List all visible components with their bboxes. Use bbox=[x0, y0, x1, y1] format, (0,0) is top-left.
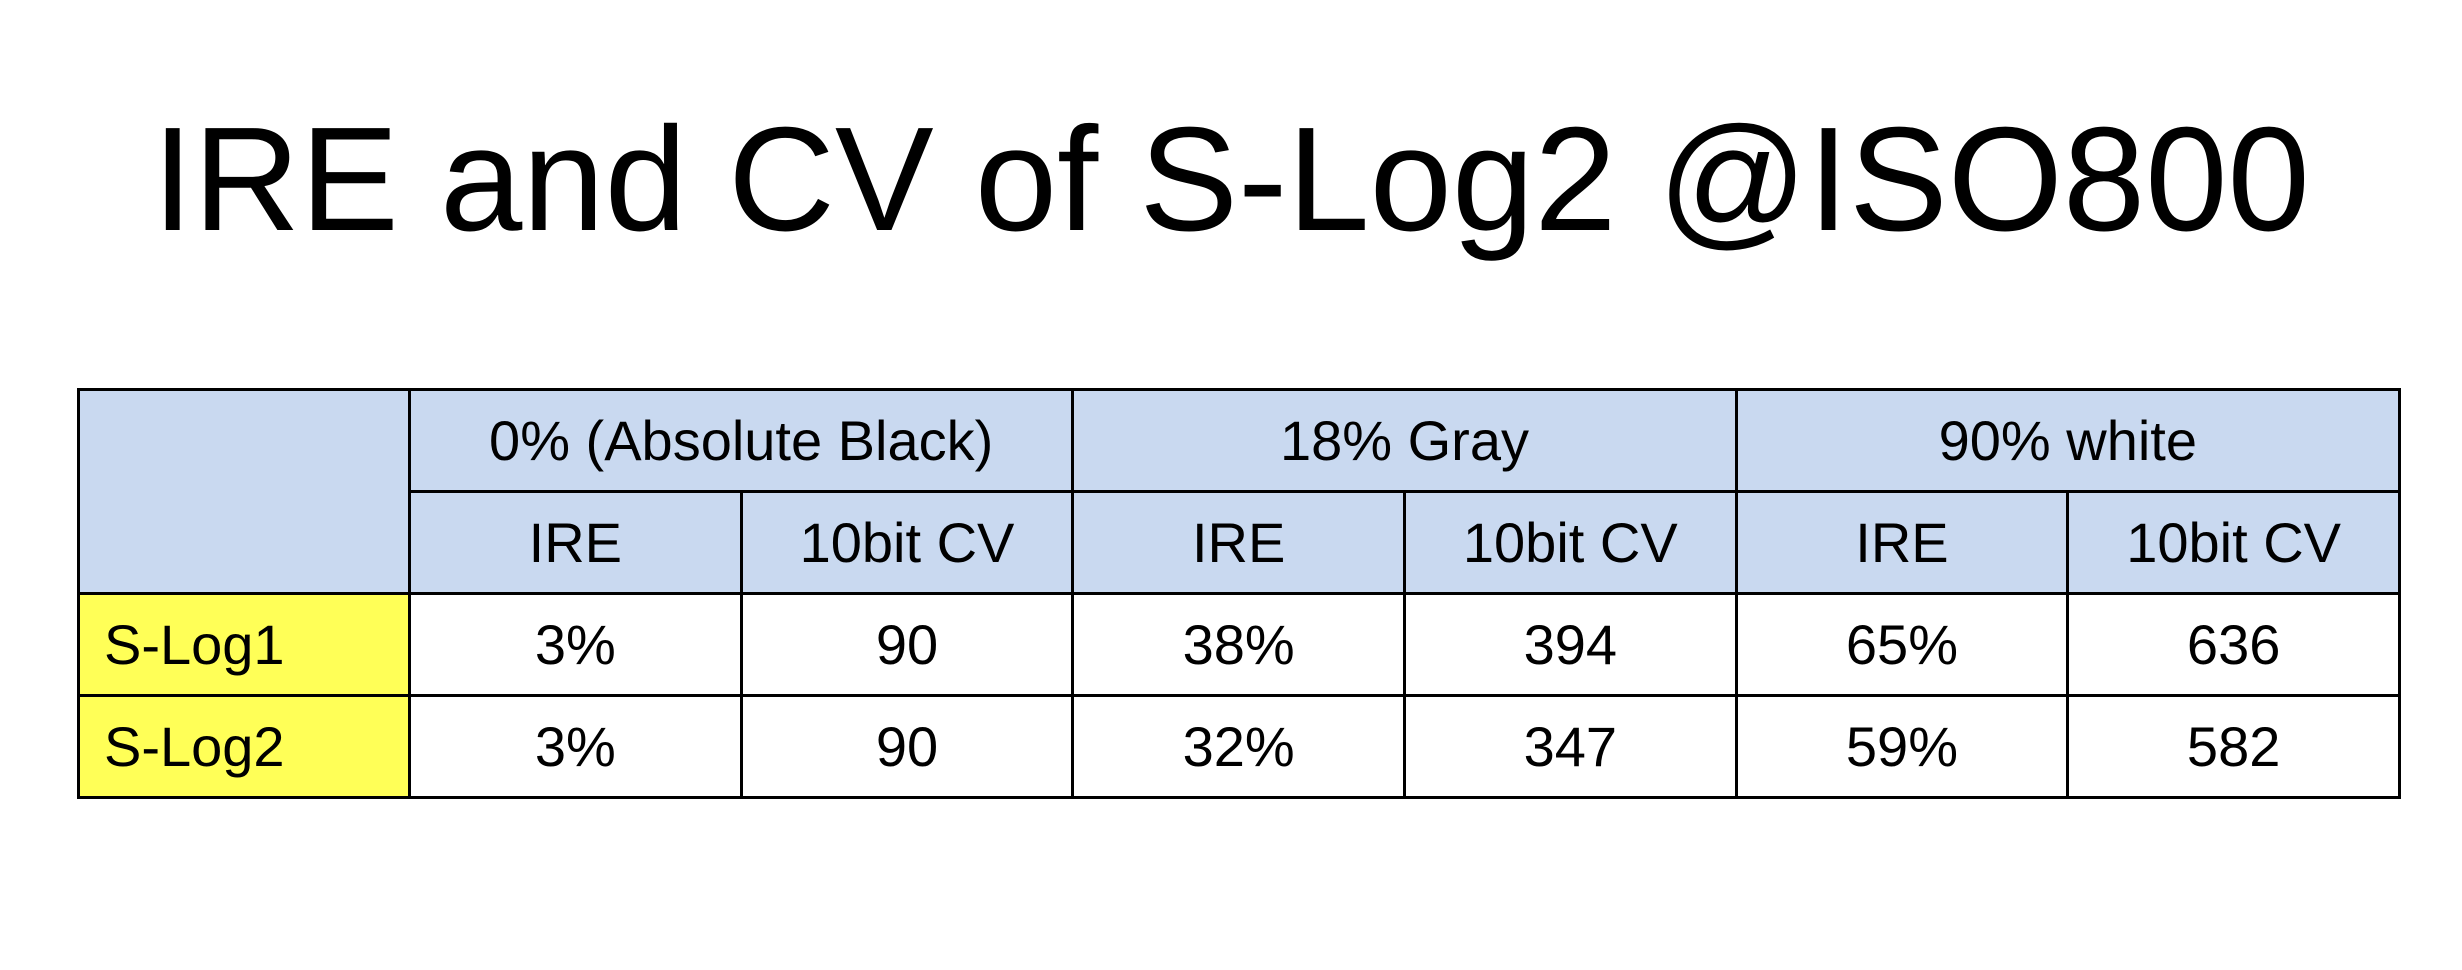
group-header: 0% (Absolute Black) bbox=[407, 388, 1075, 493]
cell: 3% bbox=[408, 592, 743, 697]
sub-header: 10bit CV bbox=[739, 490, 1075, 595]
cell: 90 bbox=[739, 694, 1075, 799]
group-header: 18% Gray bbox=[1071, 388, 1738, 493]
sub-header-row: IRE 10bit CV IRE 10bit CV IRE 10bit CV bbox=[79, 490, 2401, 595]
row-label: S-Log2 bbox=[77, 694, 411, 799]
corner-cell bbox=[77, 388, 411, 595]
cell: 32% bbox=[1071, 694, 1406, 799]
group-header-row: 0% (Absolute Black) 18% Gray 90% white bbox=[77, 388, 2402, 595]
cell: 59% bbox=[1734, 694, 2070, 799]
data-row: S-Log2 3% 90 32% 347 59% 582 bbox=[77, 694, 2401, 799]
sub-header: IRE bbox=[1071, 490, 1406, 595]
group-header: 90% white bbox=[1734, 388, 2402, 493]
cell: 90 bbox=[739, 592, 1075, 697]
cell: 65% bbox=[1734, 592, 2070, 697]
cell: 347 bbox=[1402, 694, 1738, 799]
slide-title: IRE and CV of S-Log2 @ISO800 bbox=[152, 97, 2310, 262]
sub-header: 10bit CV bbox=[2066, 490, 2401, 595]
cell: 394 bbox=[1402, 592, 1738, 697]
sub-header: IRE bbox=[1734, 490, 2070, 595]
cell: 3% bbox=[408, 694, 743, 799]
data-row: S-Log1 3% 90 38% 394 65% 636 bbox=[77, 592, 2401, 697]
cell: 582 bbox=[2066, 694, 2401, 799]
sub-header: 10bit CV bbox=[1402, 490, 1738, 595]
cell: 636 bbox=[2066, 592, 2401, 697]
sub-header: IRE bbox=[408, 490, 743, 595]
data-table: 0% (Absolute Black) 18% Gray 90% white I… bbox=[77, 388, 2402, 799]
row-label: S-Log1 bbox=[77, 592, 411, 697]
cell: 38% bbox=[1071, 592, 1406, 697]
